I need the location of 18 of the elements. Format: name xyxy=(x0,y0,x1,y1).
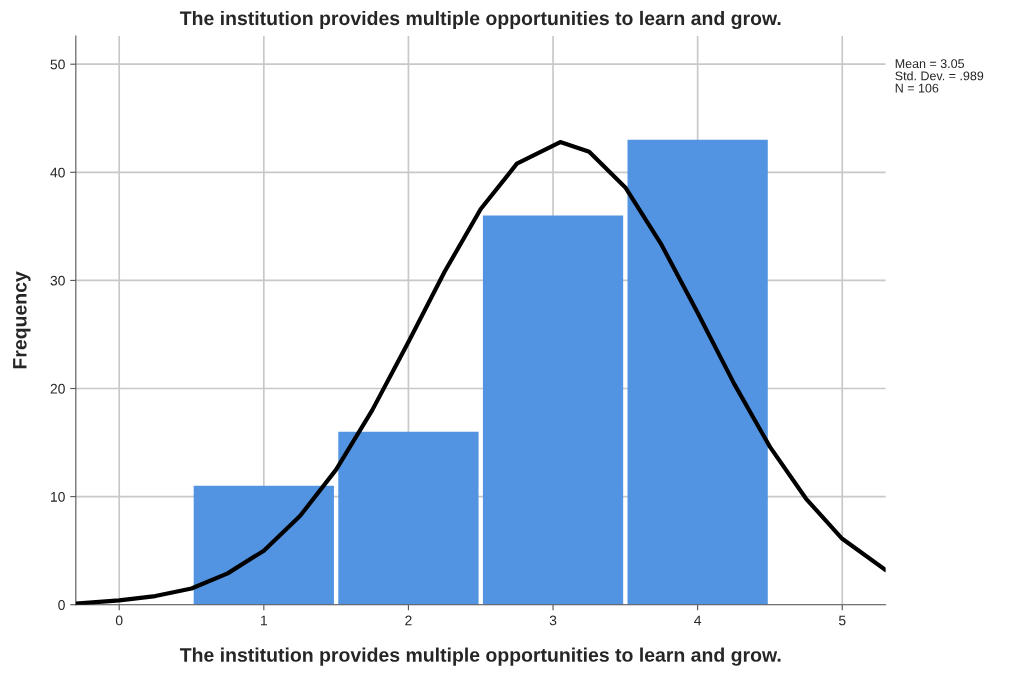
text: Mean = 3.05 xyxy=(895,59,965,69)
x-tick-label: 0 xyxy=(115,615,123,626)
y-tick-label: 50 xyxy=(50,59,65,70)
x-tick-label: 5 xyxy=(838,615,846,626)
y-tick-label: 40 xyxy=(50,167,65,178)
text: N = 106 xyxy=(895,83,939,93)
x-tick-label: 1 xyxy=(261,615,267,626)
chart-title: The institution provides multiple opportunities to learn and grow. xyxy=(179,10,781,30)
y-tick-label: 0 xyxy=(58,600,65,610)
x-tick-label: 4 xyxy=(694,615,702,626)
y-tick-label: 10 xyxy=(51,491,65,502)
x-axis-title: The institution provides multiple opportunities to learn and grow. xyxy=(179,647,781,666)
y-tick-label: 20 xyxy=(50,383,65,394)
x-tick-label: 2 xyxy=(405,615,412,626)
x-tick-label: 3 xyxy=(549,615,557,626)
text: Std. Dev. = .989 xyxy=(895,71,984,81)
y-tick-label: 30 xyxy=(50,275,65,286)
y-axis-title: Frequency xyxy=(13,271,31,369)
